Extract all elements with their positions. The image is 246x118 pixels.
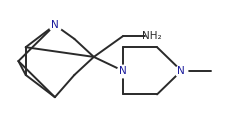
Text: N: N (51, 20, 59, 30)
Text: N: N (119, 66, 127, 76)
Text: N: N (178, 66, 185, 76)
Text: NH₂: NH₂ (142, 31, 162, 41)
